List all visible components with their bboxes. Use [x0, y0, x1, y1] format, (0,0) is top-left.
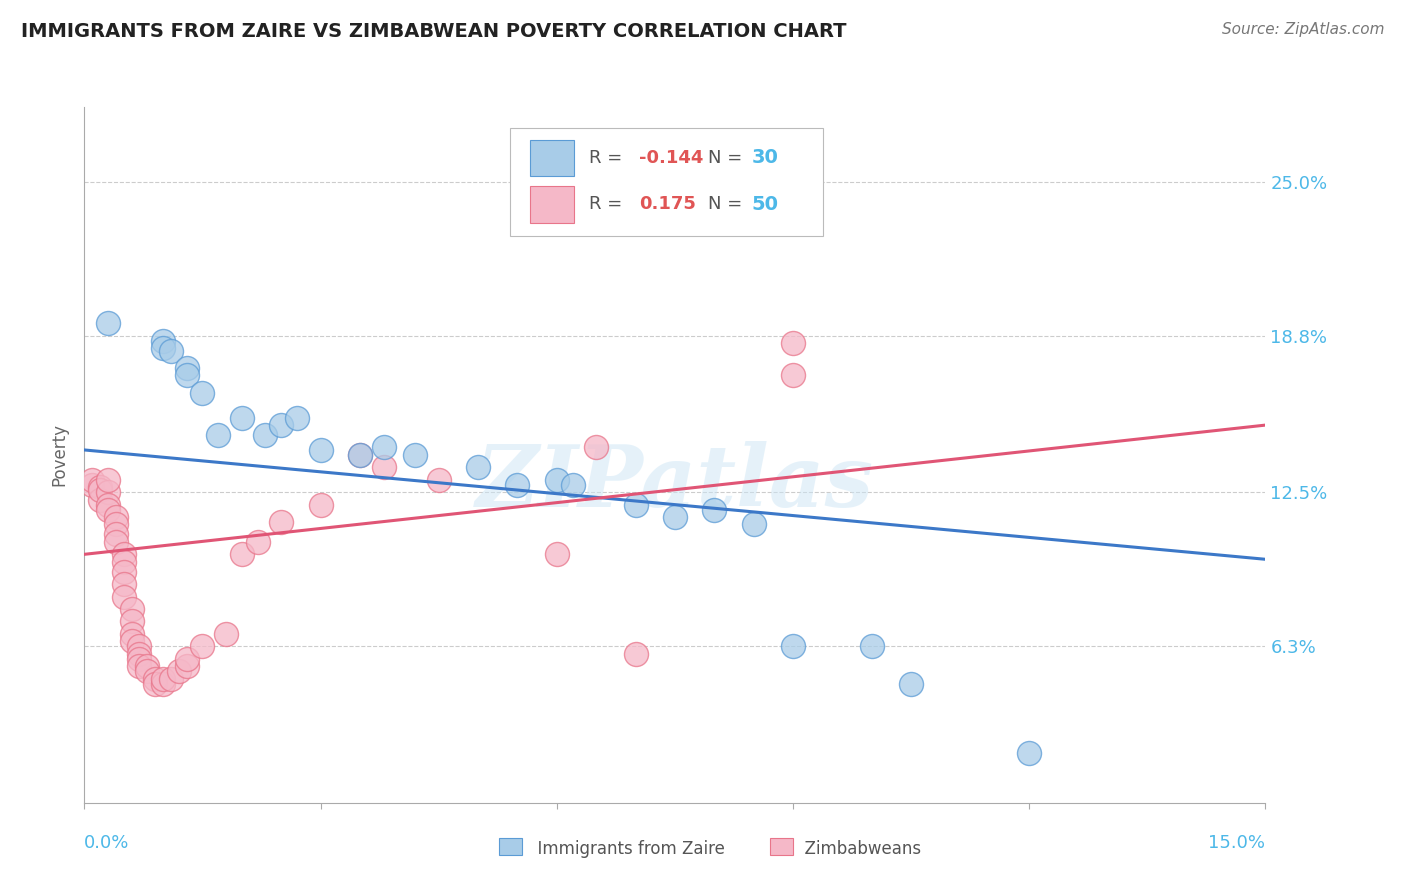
Point [285, 410, 308, 425]
Text: Immigrants from Zaire: Immigrants from Zaire [527, 840, 725, 858]
Point [97, 485, 120, 500]
Text: 0.175: 0.175 [640, 195, 696, 213]
Text: 0.0%: 0.0% [84, 834, 129, 852]
Point [97, 316, 120, 330]
Point [128, 647, 150, 661]
Point [742, 517, 765, 532]
Point [82, 477, 104, 491]
Point [160, 343, 183, 358]
Text: N =: N = [709, 195, 748, 213]
Point [782, 639, 804, 653]
Point [467, 460, 489, 475]
Text: IMMIGRANTS FROM ZAIRE VS ZIMBABWEAN POVERTY CORRELATION CHART: IMMIGRANTS FROM ZAIRE VS ZIMBABWEAN POVE… [21, 22, 846, 41]
Point [104, 527, 127, 541]
Point [104, 510, 127, 524]
Text: 30: 30 [752, 148, 779, 168]
Point [585, 441, 607, 455]
Point [176, 368, 198, 383]
Point [89, 483, 111, 497]
Text: -0.144: -0.144 [640, 149, 704, 167]
Point [82, 473, 104, 487]
Point [207, 428, 229, 442]
Text: R =: R = [589, 149, 627, 167]
Text: 15.0%: 15.0% [1208, 834, 1265, 852]
Point [270, 515, 292, 529]
Point [128, 659, 150, 673]
FancyBboxPatch shape [530, 140, 575, 176]
Point [664, 510, 686, 524]
Point [112, 565, 135, 579]
Point [152, 676, 174, 690]
Point [121, 634, 143, 648]
Point [231, 547, 253, 561]
Point [427, 473, 450, 487]
Point [104, 517, 127, 532]
Point [373, 460, 395, 475]
Point [797, 199, 820, 213]
Point [506, 477, 529, 491]
Point [231, 410, 253, 425]
Point [860, 639, 883, 653]
Point [404, 448, 426, 462]
Point [215, 627, 238, 641]
Point [349, 448, 371, 462]
Point [112, 547, 135, 561]
Point [782, 336, 804, 351]
Text: Source: ZipAtlas.com: Source: ZipAtlas.com [1222, 22, 1385, 37]
Point [782, 368, 804, 383]
Point [97, 502, 120, 516]
Point [373, 441, 395, 455]
Point [191, 639, 214, 653]
Y-axis label: Poverty: Poverty [51, 424, 69, 486]
Point [900, 676, 922, 690]
Point [546, 547, 568, 561]
Text: N =: N = [709, 149, 748, 167]
Text: R =: R = [589, 195, 634, 213]
Point [270, 418, 292, 433]
Point [561, 477, 583, 491]
Point [782, 179, 804, 194]
Point [152, 672, 174, 686]
Point [546, 473, 568, 487]
Point [136, 659, 159, 673]
FancyBboxPatch shape [530, 186, 575, 222]
Point [128, 651, 150, 665]
Point [1018, 746, 1040, 760]
Point [112, 590, 135, 604]
FancyBboxPatch shape [509, 128, 823, 235]
Point [624, 647, 647, 661]
Point [254, 428, 277, 442]
Point [349, 448, 371, 462]
Point [112, 577, 135, 591]
Point [152, 341, 174, 355]
Point [167, 664, 190, 678]
Point [128, 639, 150, 653]
Point [143, 676, 166, 690]
Point [176, 651, 198, 665]
Point [176, 659, 198, 673]
Point [143, 672, 166, 686]
Point [89, 492, 111, 507]
Text: ZIPatlas: ZIPatlas [475, 441, 875, 524]
Point [136, 664, 159, 678]
Point [309, 498, 332, 512]
Point [121, 615, 143, 629]
Point [309, 442, 332, 457]
Text: 50: 50 [752, 195, 779, 214]
Point [246, 535, 269, 549]
Point [624, 498, 647, 512]
Point [97, 498, 120, 512]
Point [152, 334, 174, 348]
Point [176, 361, 198, 376]
Point [191, 385, 214, 400]
Point [112, 555, 135, 569]
Point [89, 480, 111, 494]
Point [104, 535, 127, 549]
Point [121, 602, 143, 616]
Point [160, 672, 183, 686]
Text: Zimbabweans: Zimbabweans [794, 840, 921, 858]
Point [703, 502, 725, 516]
Point [121, 627, 143, 641]
Point [97, 473, 120, 487]
